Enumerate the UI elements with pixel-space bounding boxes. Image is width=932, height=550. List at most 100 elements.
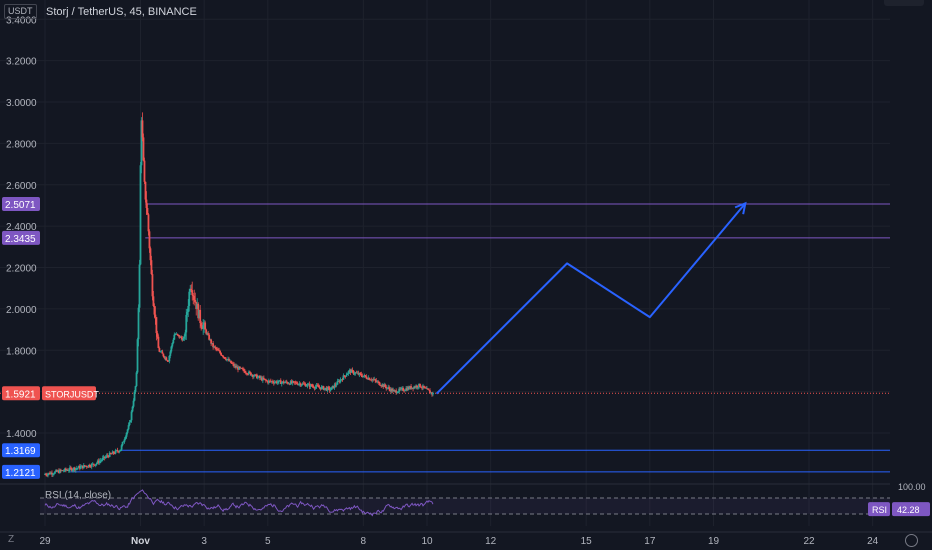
candle-body bbox=[131, 406, 134, 412]
candle-body bbox=[180, 336, 183, 339]
candle-body bbox=[264, 379, 267, 381]
candle-body bbox=[185, 314, 188, 333]
candle-body bbox=[317, 385, 320, 388]
candle-body bbox=[259, 377, 262, 379]
candle-body bbox=[363, 375, 366, 377]
candle-body bbox=[325, 387, 328, 391]
candle-body bbox=[114, 450, 117, 454]
projection-arrowhead bbox=[734, 201, 747, 215]
candle-body bbox=[266, 381, 269, 383]
candle-body bbox=[224, 357, 226, 359]
symbol-label-bg bbox=[42, 386, 96, 401]
candlestick-series bbox=[44, 112, 434, 478]
candle-body bbox=[411, 387, 413, 389]
candle-body bbox=[101, 457, 104, 460]
candle-body bbox=[51, 472, 53, 475]
candle-body bbox=[212, 343, 215, 348]
candle-body bbox=[92, 463, 95, 465]
candle-body bbox=[170, 346, 173, 352]
candle-body bbox=[98, 460, 101, 463]
x-tick-label: 12 bbox=[485, 536, 497, 547]
candle-body bbox=[312, 386, 315, 388]
candle-body bbox=[336, 381, 339, 385]
top-toolbar-handle[interactable] bbox=[884, 0, 924, 6]
candle-body bbox=[83, 465, 86, 467]
symbol-title[interactable]: Storj / TetherUS, 45, BINANCE bbox=[46, 6, 197, 18]
candle-body bbox=[175, 333, 178, 335]
candle-body bbox=[319, 387, 322, 390]
candle-body bbox=[359, 373, 362, 374]
candle-body bbox=[426, 388, 428, 390]
candle-body bbox=[370, 379, 373, 381]
candle-body bbox=[94, 464, 97, 466]
candle-body bbox=[49, 472, 51, 475]
candle-body bbox=[345, 374, 348, 377]
candle-body bbox=[329, 389, 332, 391]
candle-body bbox=[134, 386, 137, 392]
candle-body bbox=[386, 387, 389, 389]
candle-body bbox=[158, 348, 161, 352]
candle-body bbox=[112, 451, 115, 454]
candle-body bbox=[402, 388, 405, 391]
candle-body bbox=[308, 383, 311, 387]
candle-body bbox=[194, 299, 197, 302]
candle-body bbox=[56, 470, 58, 472]
candle-body bbox=[367, 377, 370, 380]
candle-body bbox=[135, 372, 138, 387]
candle-body bbox=[335, 384, 338, 386]
candle-body bbox=[68, 467, 71, 471]
currency-unit-badge[interactable]: USDT bbox=[4, 4, 37, 19]
candle-body bbox=[159, 351, 162, 353]
candle-body bbox=[221, 355, 223, 356]
settings-circle-icon[interactable] bbox=[905, 534, 918, 547]
timezone-toggle[interactable]: Z bbox=[8, 534, 15, 545]
candle-body bbox=[228, 359, 230, 362]
candle-body bbox=[320, 386, 323, 390]
candle-body bbox=[247, 374, 249, 375]
time-axis: 29 Nov 3 5 8 10 12 15 17 19 22 24 bbox=[39, 536, 878, 547]
candle-body bbox=[253, 375, 255, 377]
candle-body bbox=[54, 471, 56, 474]
candle-body bbox=[318, 387, 321, 388]
candle-body bbox=[393, 390, 396, 391]
candle-body bbox=[339, 379, 342, 383]
candle-body bbox=[316, 385, 319, 387]
candle-body bbox=[75, 468, 78, 469]
candle-body bbox=[427, 388, 429, 390]
candle-body bbox=[272, 382, 275, 384]
candle-body bbox=[369, 379, 372, 381]
candle-body bbox=[428, 389, 430, 391]
candle-body bbox=[146, 207, 149, 215]
candle-body bbox=[382, 384, 385, 387]
candle-body bbox=[301, 383, 304, 385]
candle-body bbox=[198, 309, 201, 319]
candle-body bbox=[171, 343, 174, 347]
candle-body bbox=[183, 336, 186, 339]
candle-body bbox=[244, 370, 246, 373]
candle-body bbox=[162, 353, 165, 357]
candle-body bbox=[375, 380, 378, 382]
candle-body bbox=[387, 387, 390, 389]
candle-body bbox=[217, 349, 219, 351]
candle-body bbox=[87, 464, 90, 467]
rsi-title: RSI (14, close) bbox=[45, 490, 111, 501]
candle-body bbox=[59, 469, 61, 474]
candle-body bbox=[269, 380, 272, 382]
candle-body bbox=[279, 380, 282, 384]
candle-body bbox=[120, 445, 123, 450]
candle-body bbox=[138, 264, 141, 308]
candle-body bbox=[390, 388, 393, 392]
candle-body bbox=[403, 390, 406, 392]
candle-body bbox=[199, 309, 202, 324]
level-label: 2.3435 bbox=[5, 234, 36, 245]
candle-body bbox=[52, 474, 54, 475]
candle-body bbox=[416, 385, 418, 388]
candle-body bbox=[177, 334, 180, 336]
candle-body bbox=[222, 355, 224, 357]
candle-body bbox=[124, 436, 127, 440]
candle-body bbox=[242, 368, 244, 370]
candle-body bbox=[365, 376, 368, 379]
candle-body bbox=[211, 343, 214, 344]
candle-body bbox=[280, 382, 283, 384]
